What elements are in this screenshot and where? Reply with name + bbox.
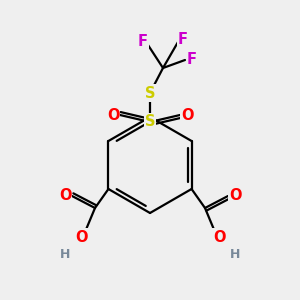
Text: S: S — [145, 85, 155, 100]
Text: O: O — [107, 107, 119, 122]
Text: O: O — [75, 230, 87, 244]
Text: H: H — [60, 248, 70, 262]
Text: S: S — [145, 115, 155, 130]
Text: O: O — [181, 107, 193, 122]
Text: O: O — [59, 188, 71, 203]
Text: F: F — [138, 34, 148, 50]
Text: O: O — [213, 230, 225, 244]
Text: H: H — [230, 248, 240, 262]
Text: O: O — [229, 188, 241, 203]
Text: F: F — [178, 32, 188, 46]
Text: F: F — [187, 52, 197, 68]
